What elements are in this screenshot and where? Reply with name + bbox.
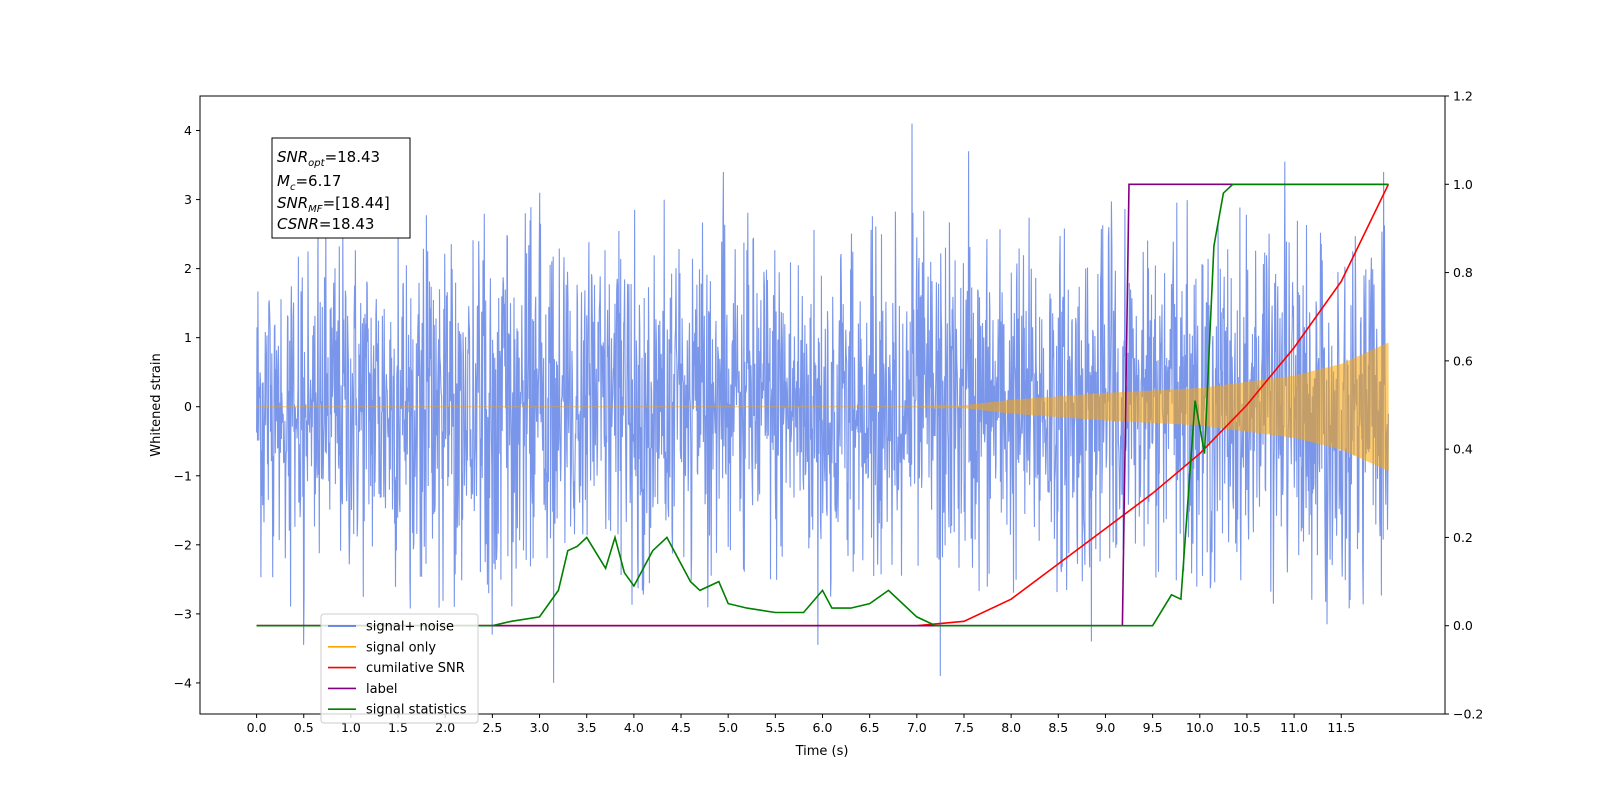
x-tick-label: 8.0 — [1001, 720, 1021, 735]
x-tick-label: 5.0 — [718, 720, 738, 735]
y-tick-label: −4 — [174, 675, 192, 690]
x-tick-label: 3.5 — [577, 720, 597, 735]
x-tick-label: 1.5 — [388, 720, 408, 735]
x-tick-label: 8.5 — [1048, 720, 1068, 735]
y-tick-label: 4 — [184, 123, 192, 138]
x-tick-label: 10.5 — [1233, 720, 1261, 735]
x-tick-label: 9.0 — [1096, 720, 1116, 735]
y2-tick-label: 0.6 — [1453, 353, 1473, 368]
y2-tick-label: 1.2 — [1453, 89, 1473, 104]
x-tick-label: 4.5 — [671, 720, 691, 735]
y-tick-label: 2 — [184, 261, 192, 276]
y-tick-label: 3 — [184, 192, 192, 207]
y-axis-label: Whitened strain — [149, 353, 164, 456]
csnr-text: CSNR=18.43 — [277, 215, 374, 233]
y-tick-label: 0 — [184, 399, 192, 414]
info-box: SNRopt=18.43 Mc=6.17 SNRMF=[18.44] CSNR=… — [271, 137, 411, 239]
x-tick-label: 0.5 — [294, 720, 314, 735]
x-tick-label: 11.5 — [1327, 720, 1355, 735]
x-tick-label: 2.5 — [482, 720, 502, 735]
y-tick-label: −3 — [174, 606, 192, 621]
x-tick-label: 10.0 — [1186, 720, 1214, 735]
legend-label: signal only — [366, 640, 436, 655]
series-line-signal-statistics — [256, 183, 1389, 627]
x-tick-label: 5.5 — [765, 720, 785, 735]
series-line-cumilative-snr — [256, 183, 1390, 627]
mc-text: Mc=6.17 — [277, 172, 341, 193]
x-tick-label: 11.0 — [1280, 720, 1308, 735]
x-tick-label: 1.0 — [341, 720, 361, 735]
y2-tick-label: 0.8 — [1453, 265, 1473, 280]
y-tick-label: −1 — [174, 468, 192, 483]
legend-label: label — [366, 682, 397, 697]
y-axis-right: 1.2 1.0 0.8 0.6 0.4 0.2 0.0 −0.2 — [1445, 89, 1483, 722]
series-layer — [256, 123, 1390, 683]
y2-tick-label: 0.2 — [1453, 530, 1473, 545]
info-box-frame — [271, 137, 411, 239]
x-axis: 0.0 0.5 1.0 1.5 2.0 2.5 3.0 3.5 4.0 4.5 5.0 5.5 6.0 6… — [247, 714, 1355, 735]
series-line-signal-only — [256, 342, 1389, 471]
x-tick-label: 3.0 — [530, 720, 550, 735]
x-tick-label: 6.0 — [813, 720, 833, 735]
y-tick-label: 1 — [184, 330, 192, 345]
x-axis-label: Time (s) — [795, 744, 849, 759]
legend-label: signal statistics — [366, 703, 467, 718]
y2-tick-label: 0.0 — [1453, 618, 1473, 633]
y2-tick-label: 1.0 — [1453, 177, 1473, 192]
y2-tick-label: 0.4 — [1453, 442, 1473, 457]
x-tick-label: 4.0 — [624, 720, 644, 735]
x-tick-label: 2.0 — [435, 720, 455, 735]
x-tick-label: 0.0 — [247, 720, 267, 735]
legend-frame — [320, 613, 479, 724]
y2-tick-label: −0.2 — [1453, 707, 1483, 722]
legend-label: cumilative SNR — [366, 661, 465, 676]
legend-label: signal+ noise — [366, 620, 454, 635]
y-tick-label: −2 — [174, 537, 192, 552]
x-tick-label: 6.5 — [860, 720, 880, 735]
legend: signal+ noise signal only cumilative SNR la… — [320, 613, 479, 724]
x-tick-label: 7.0 — [907, 720, 927, 735]
x-tick-label: 7.5 — [954, 720, 974, 735]
snr-opt-text: SNRopt=18.43 — [277, 148, 380, 169]
x-tick-label: 9.5 — [1143, 720, 1163, 735]
y-axis-left: 4 3 2 1 0 −1 −2 −3 −4 — [174, 123, 200, 690]
snr-mf-text: SNRMF=[18.44] — [277, 194, 390, 215]
